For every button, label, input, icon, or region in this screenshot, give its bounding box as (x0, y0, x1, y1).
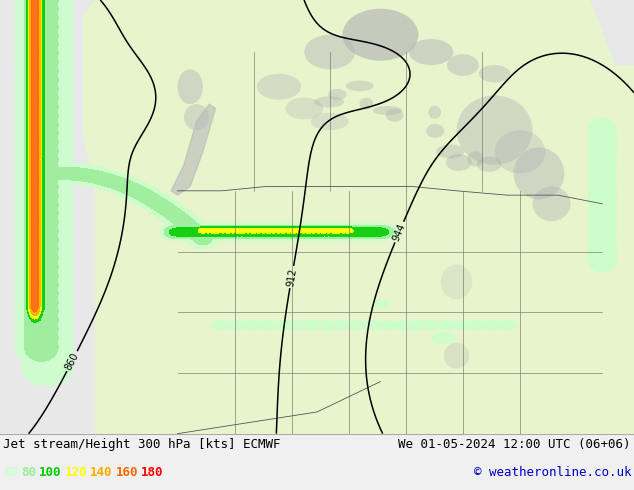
Ellipse shape (436, 145, 465, 158)
Polygon shape (0, 0, 95, 434)
Ellipse shape (311, 113, 349, 130)
Ellipse shape (373, 106, 403, 115)
Ellipse shape (285, 98, 323, 119)
Text: 80: 80 (21, 466, 36, 479)
Ellipse shape (456, 96, 533, 165)
Ellipse shape (346, 81, 374, 91)
Text: 160: 160 (115, 466, 138, 479)
Ellipse shape (184, 104, 209, 130)
Ellipse shape (257, 74, 301, 100)
Ellipse shape (426, 124, 444, 138)
Ellipse shape (533, 187, 571, 221)
Ellipse shape (495, 130, 545, 173)
Ellipse shape (178, 70, 203, 104)
Text: 944: 944 (391, 221, 408, 243)
Ellipse shape (479, 65, 510, 82)
Polygon shape (0, 0, 82, 434)
Ellipse shape (359, 98, 373, 110)
Text: 860: 860 (63, 351, 81, 371)
Polygon shape (590, 0, 634, 65)
Ellipse shape (429, 106, 441, 119)
Text: Jet stream/Height 300 hPa [kts] ECMWF: Jet stream/Height 300 hPa [kts] ECMWF (3, 438, 280, 451)
Text: 120: 120 (65, 466, 87, 479)
Polygon shape (0, 0, 95, 44)
Ellipse shape (514, 147, 564, 199)
Ellipse shape (477, 157, 501, 172)
Text: We 01-05-2024 12:00 UTC (06+06): We 01-05-2024 12:00 UTC (06+06) (399, 438, 631, 451)
Text: 912: 912 (285, 267, 298, 287)
Ellipse shape (447, 54, 479, 76)
Text: 180: 180 (141, 466, 164, 479)
Text: 60: 60 (3, 466, 18, 479)
Text: 140: 140 (90, 466, 112, 479)
Ellipse shape (342, 9, 418, 61)
Ellipse shape (328, 89, 347, 100)
Ellipse shape (441, 265, 472, 299)
Ellipse shape (446, 154, 472, 171)
Polygon shape (171, 104, 216, 195)
Ellipse shape (467, 151, 484, 167)
Ellipse shape (304, 35, 355, 70)
Ellipse shape (314, 97, 344, 107)
Ellipse shape (444, 343, 469, 368)
Ellipse shape (409, 39, 453, 65)
Text: 100: 100 (39, 466, 61, 479)
Text: © weatheronline.co.uk: © weatheronline.co.uk (474, 466, 631, 479)
Ellipse shape (385, 108, 403, 122)
